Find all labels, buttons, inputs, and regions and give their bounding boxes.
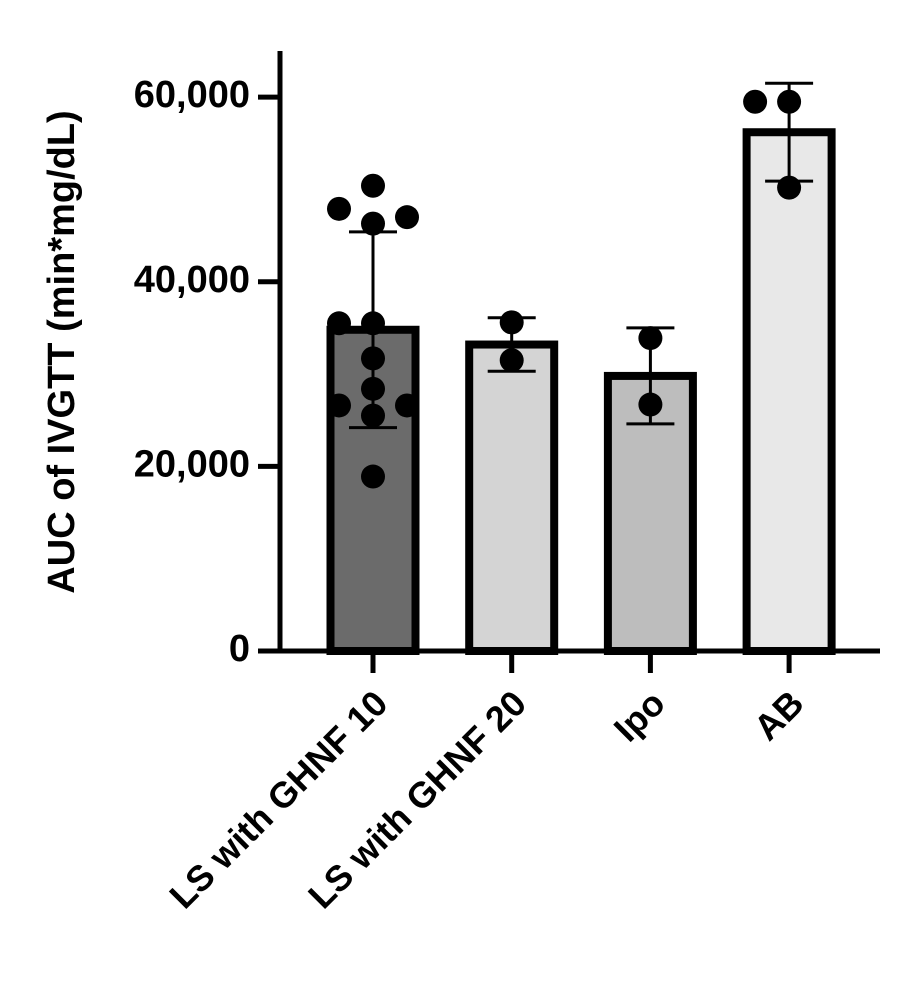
data-point <box>777 175 802 200</box>
y-tick-label: 40,000 <box>134 259 250 301</box>
data-point <box>361 403 385 428</box>
data-point <box>395 205 419 230</box>
bar <box>465 340 559 655</box>
x-tick-label: AB <box>746 682 812 748</box>
data-point <box>638 326 663 351</box>
data-point <box>499 348 524 373</box>
data-point <box>743 89 768 114</box>
data-point <box>327 196 351 221</box>
data-point <box>327 393 351 418</box>
data-point <box>638 392 663 417</box>
y-tick-label: 0 <box>229 628 250 670</box>
data-point <box>361 376 385 401</box>
y-tick-label: 20,000 <box>134 443 250 485</box>
data-point <box>777 89 802 114</box>
data-point <box>361 173 385 198</box>
y-tick-label: 60,000 <box>134 74 250 116</box>
x-tick-label: Ipo <box>606 682 673 749</box>
data-point <box>361 311 385 336</box>
data-point <box>327 311 351 336</box>
bar <box>742 128 836 655</box>
data-point <box>361 211 385 236</box>
y-axis-label: AUC of IVGTT (min*mg/dL) <box>41 110 83 593</box>
data-point <box>361 464 385 489</box>
data-point <box>395 393 419 418</box>
data-point <box>361 346 385 371</box>
data-point <box>499 310 524 335</box>
